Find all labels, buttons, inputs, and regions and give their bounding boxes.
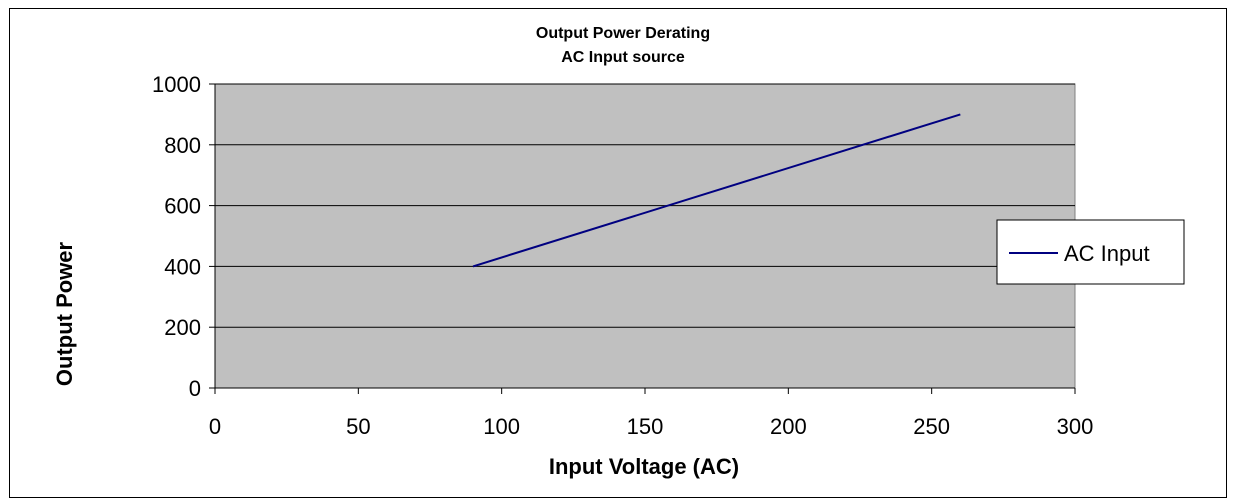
x-tick-label: 150	[627, 414, 664, 439]
x-tick-label: 250	[913, 414, 950, 439]
x-tick-label: 200	[770, 414, 807, 439]
y-tick-label: 0	[189, 376, 201, 401]
x-tick-label: 100	[483, 414, 520, 439]
axes: 0 200 400 600 800 1000 0 50 100 150 200 250 300	[152, 72, 1093, 439]
x-axis-title: Input Voltage (AC)	[549, 454, 739, 479]
gridlines	[215, 83, 1075, 328]
chart-subtitle: AC Input source	[561, 49, 685, 66]
y-axis-title: Output Power	[52, 241, 77, 386]
legend: AC Input	[996, 219, 1185, 285]
y-tick-label: 400	[164, 254, 201, 279]
y-tick-label: 600	[164, 194, 201, 219]
plot-area	[214, 83, 1076, 389]
chart-title: Output Power Derating	[536, 25, 710, 42]
y-tick-label: 800	[164, 133, 201, 158]
x-tick-label: 300	[1057, 414, 1094, 439]
series-layer	[472, 113, 961, 268]
series-line-ac-input	[472, 113, 961, 268]
y-tick-label: 200	[164, 315, 201, 340]
x-tick-label: 50	[346, 414, 370, 439]
legend-label-ac-input: AC Input	[1064, 241, 1150, 266]
plot-background	[214, 83, 1076, 389]
x-tick-label: 0	[209, 414, 221, 439]
y-tick-label: 1000	[152, 72, 201, 97]
